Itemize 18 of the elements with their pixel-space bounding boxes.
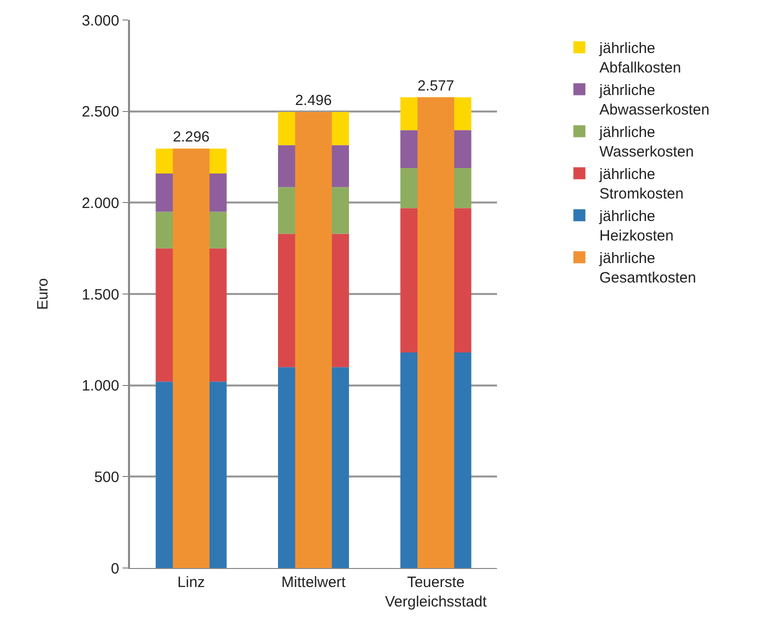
legend-label: jährliche Gesamtkosten: [598, 250, 696, 287]
y-axis-title: Euro: [34, 278, 52, 310]
x-tick-label: Linz: [177, 574, 205, 591]
y-tick-label: 500: [94, 468, 120, 486]
bar: [172, 148, 210, 568]
y-tick-label: 2.000: [82, 194, 120, 212]
bar: [295, 112, 332, 568]
data-label: 2.496: [295, 93, 332, 110]
y-tick-label: 1.500: [82, 286, 120, 304]
bar: [417, 97, 454, 568]
y-tick-label: 3.000: [82, 12, 120, 30]
x-tick-label: Mittelwert: [281, 574, 346, 591]
data-label: 2.577: [417, 78, 454, 94]
y-tick-label: 1.000: [82, 378, 120, 395]
x-tick-label: Teuerste Vergleichsstadt: [384, 574, 488, 610]
y-tick-label: 0: [110, 560, 120, 578]
y-tick-label: 2.500: [82, 104, 120, 121]
data-label: 2.296: [172, 130, 210, 146]
